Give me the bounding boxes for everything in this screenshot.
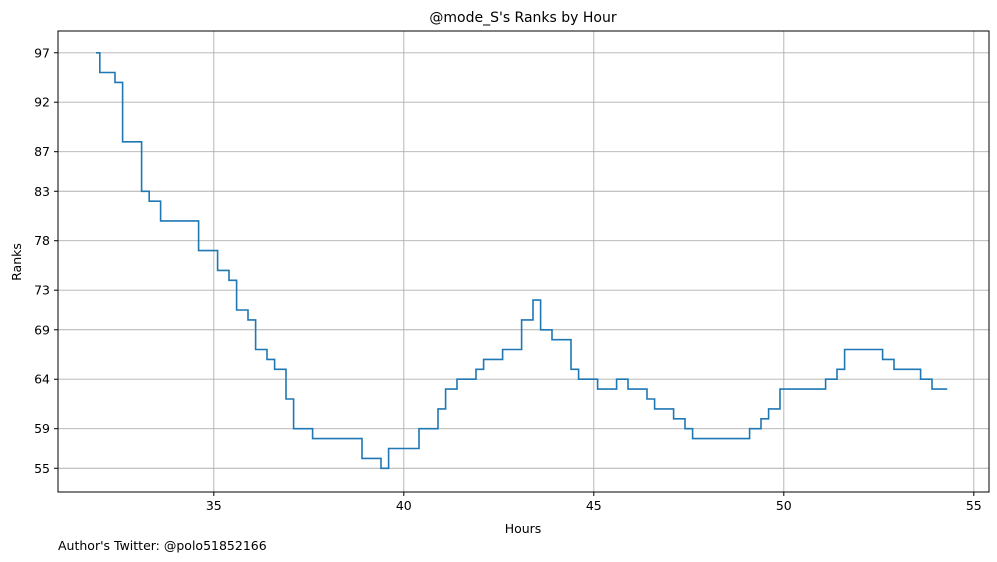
y-tick-label: 78: [34, 233, 50, 248]
x-tick-label: 50: [776, 498, 792, 513]
y-tick-label: 64: [34, 372, 50, 387]
y-axis-label: Ranks: [9, 243, 24, 281]
x-tick-label: 45: [586, 498, 602, 513]
axis-ticks: 35 40 45 50 55 55 59 64 69 73 78 83 87 92 97: [34, 45, 982, 513]
grid: [58, 31, 989, 492]
y-tick-label: 69: [34, 322, 50, 337]
x-axis-label: Hours: [505, 521, 542, 536]
y-tick-label: 55: [34, 461, 50, 476]
y-tick-label: 87: [34, 144, 50, 159]
plot-frame: [57, 30, 990, 493]
y-tick-label: 97: [34, 45, 50, 60]
y-tick-label: 73: [34, 283, 50, 298]
author-footnote: Author's Twitter: @polo51852166: [58, 538, 267, 553]
x-tick-label: 55: [966, 498, 982, 513]
rank-step-line: [96, 52, 948, 470]
chart-title: @mode_S's Ranks by Hour: [429, 10, 616, 26]
y-tick-label: 92: [34, 95, 50, 110]
x-tick-label: 35: [206, 498, 222, 513]
x-tick-label: 40: [396, 498, 412, 513]
y-tick-label: 59: [34, 421, 50, 436]
y-tick-label: 83: [34, 184, 50, 199]
